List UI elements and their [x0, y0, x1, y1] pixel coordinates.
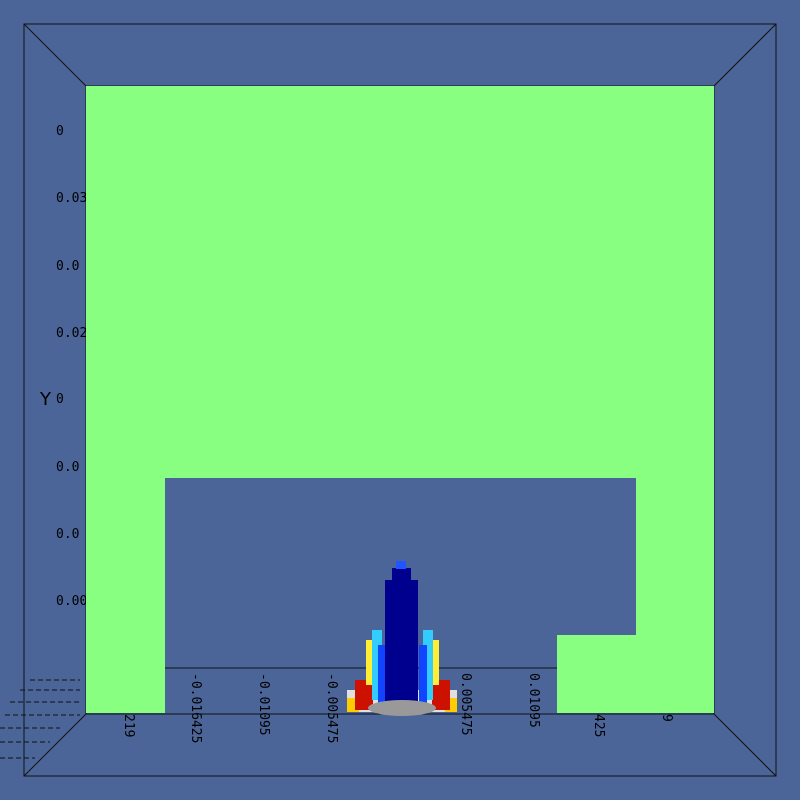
orientation-marks — [0, 679, 80, 759]
x-axis-labels: 219 -0.016425 -0.01095 -0.005475 0.005475 0.0… — [121, 673, 674, 743]
y-tick-label: 0.02 — [56, 326, 87, 341]
plume-cool — [378, 645, 386, 705]
domain-surface — [86, 86, 714, 713]
box-edge — [23, 23, 87, 87]
y-tick-label: 0.03 — [56, 191, 87, 206]
x-tick-label: 219 — [121, 714, 136, 737]
box-outer — [23, 23, 777, 777]
y-tick-label: 0.00 — [56, 594, 87, 609]
plume-cool — [419, 645, 427, 705]
plume-core — [385, 561, 418, 705]
y-axis-title: Y — [39, 389, 52, 410]
x-tick-label: 0.01095 — [526, 673, 541, 728]
plume-hot — [432, 680, 450, 710]
plume-cool — [423, 630, 433, 700]
y-tick-label: 0.0 — [56, 259, 79, 274]
y-tick-label: 0 — [56, 124, 64, 139]
x-tick-label: 9 — [659, 714, 674, 722]
x-tick-label: -0.005475 — [324, 673, 339, 743]
plume — [347, 561, 457, 716]
y-tick-label: 0.0 — [56, 460, 79, 475]
box-edge — [713, 23, 777, 87]
plume-ground — [368, 700, 436, 716]
y-tick-label: 0.0 — [56, 527, 79, 542]
x-tick-label: 0.005475 — [458, 673, 473, 736]
x-tick-label: 425 — [591, 714, 606, 737]
plume-tip — [396, 561, 406, 569]
box-edge — [23, 713, 87, 777]
plume-cool — [372, 630, 382, 700]
x-tick-label: -0.01095 — [256, 673, 271, 736]
box-edge — [713, 713, 777, 777]
y-axis-labels: 0 0.03 0.0 0.02 0 0.0 0.0 0.00 — [56, 124, 87, 609]
y-tick-label: 0 — [56, 392, 64, 407]
x-tick-label: -0.016425 — [188, 673, 203, 743]
plume-hot — [355, 680, 373, 710]
